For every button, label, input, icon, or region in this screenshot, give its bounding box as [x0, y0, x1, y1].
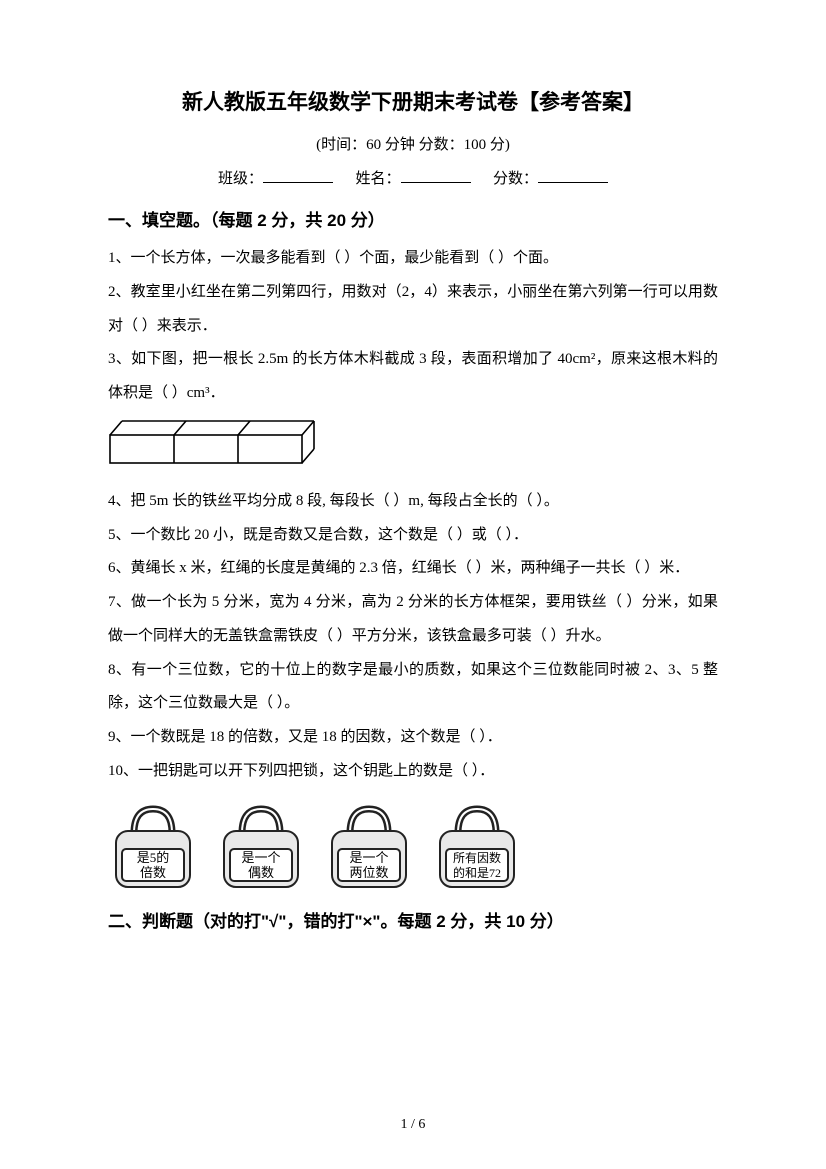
lock-2-line1: 是一个 [241, 850, 280, 865]
question-8: 8、有一个三位数，它的十位上的数字是最小的质数，如果这个三位数能同时被 2、3、… [108, 654, 718, 722]
lock-3-line1: 是一个 [349, 850, 388, 865]
question-2: 2、教室里小红坐在第二列第四行，用数对（2，4）来表示，小丽坐在第六列第一行可以… [108, 276, 718, 344]
lock-4-line2: 的和是72 [453, 865, 501, 880]
question-1: 1、一个长方体，一次最多能看到（ ）个面，最少能看到（ ）个面。 [108, 242, 718, 276]
question-7: 7、做一个长为 5 分米，宽为 4 分米，高为 2 分米的长方体框架，要用铁丝（… [108, 586, 718, 654]
question-6: 6、黄绳长 x 米，红绳的长度是黄绳的 2.3 倍，红绳长（ ）米，两种绳子一共… [108, 552, 718, 586]
page-number: 1 / 6 [0, 1111, 826, 1139]
lock-1-line1: 是5的 [137, 850, 170, 865]
lock-2-line2: 偶数 [248, 865, 274, 880]
question-9: 9、一个数既是 18 的倍数，又是 18 的因数，这个数是（ ）． [108, 721, 718, 755]
cuboid-diagram [108, 419, 718, 477]
question-5: 5、一个数比 20 小，既是奇数又是合数，这个数是（ ）或（ ）． [108, 519, 718, 553]
lock-2: 是一个 偶数 [216, 801, 306, 893]
exam-subtitle: (时间：60 分钟 分数：100 分) [108, 130, 718, 160]
lock-1-line2: 倍数 [140, 865, 166, 880]
lock-1: 是5的 倍数 [108, 801, 198, 893]
class-label: 班级： [218, 171, 263, 187]
name-label: 姓名： [355, 171, 400, 187]
class-blank [263, 165, 333, 183]
score-label: 分数： [493, 171, 538, 187]
locks-row: 是5的 倍数 是一个 偶数 是一个 两位数 [108, 801, 718, 893]
lock-4-line1: 所有因数 [453, 850, 501, 865]
info-line: 班级： 姓名： 分数： [108, 164, 718, 194]
lock-4: 所有因数 的和是72 [432, 801, 522, 893]
lock-3-line2: 两位数 [349, 865, 388, 880]
section2-title: 二、判断题（对的打"√"，错的打"×"。每题 2 分，共 10 分） [108, 905, 718, 939]
exam-title: 新人教版五年级数学下册期末考试卷【参考答案】 [108, 82, 718, 124]
question-3: 3、如下图，把一根长 2.5m 的长方体木料截成 3 段，表面积增加了 40cm… [108, 343, 718, 411]
lock-3: 是一个 两位数 [324, 801, 414, 893]
question-10: 10、一把钥匙可以开下列四把锁，这个钥匙上的数是（ ）． [108, 755, 718, 789]
score-blank [538, 165, 608, 183]
question-4: 4、把 5m 长的铁丝平均分成 8 段, 每段长（ ）m, 每段占全长的（ ）。 [108, 485, 718, 519]
section1-title: 一、填空题。（每题 2 分，共 20 分） [108, 204, 718, 238]
name-blank [401, 165, 471, 183]
